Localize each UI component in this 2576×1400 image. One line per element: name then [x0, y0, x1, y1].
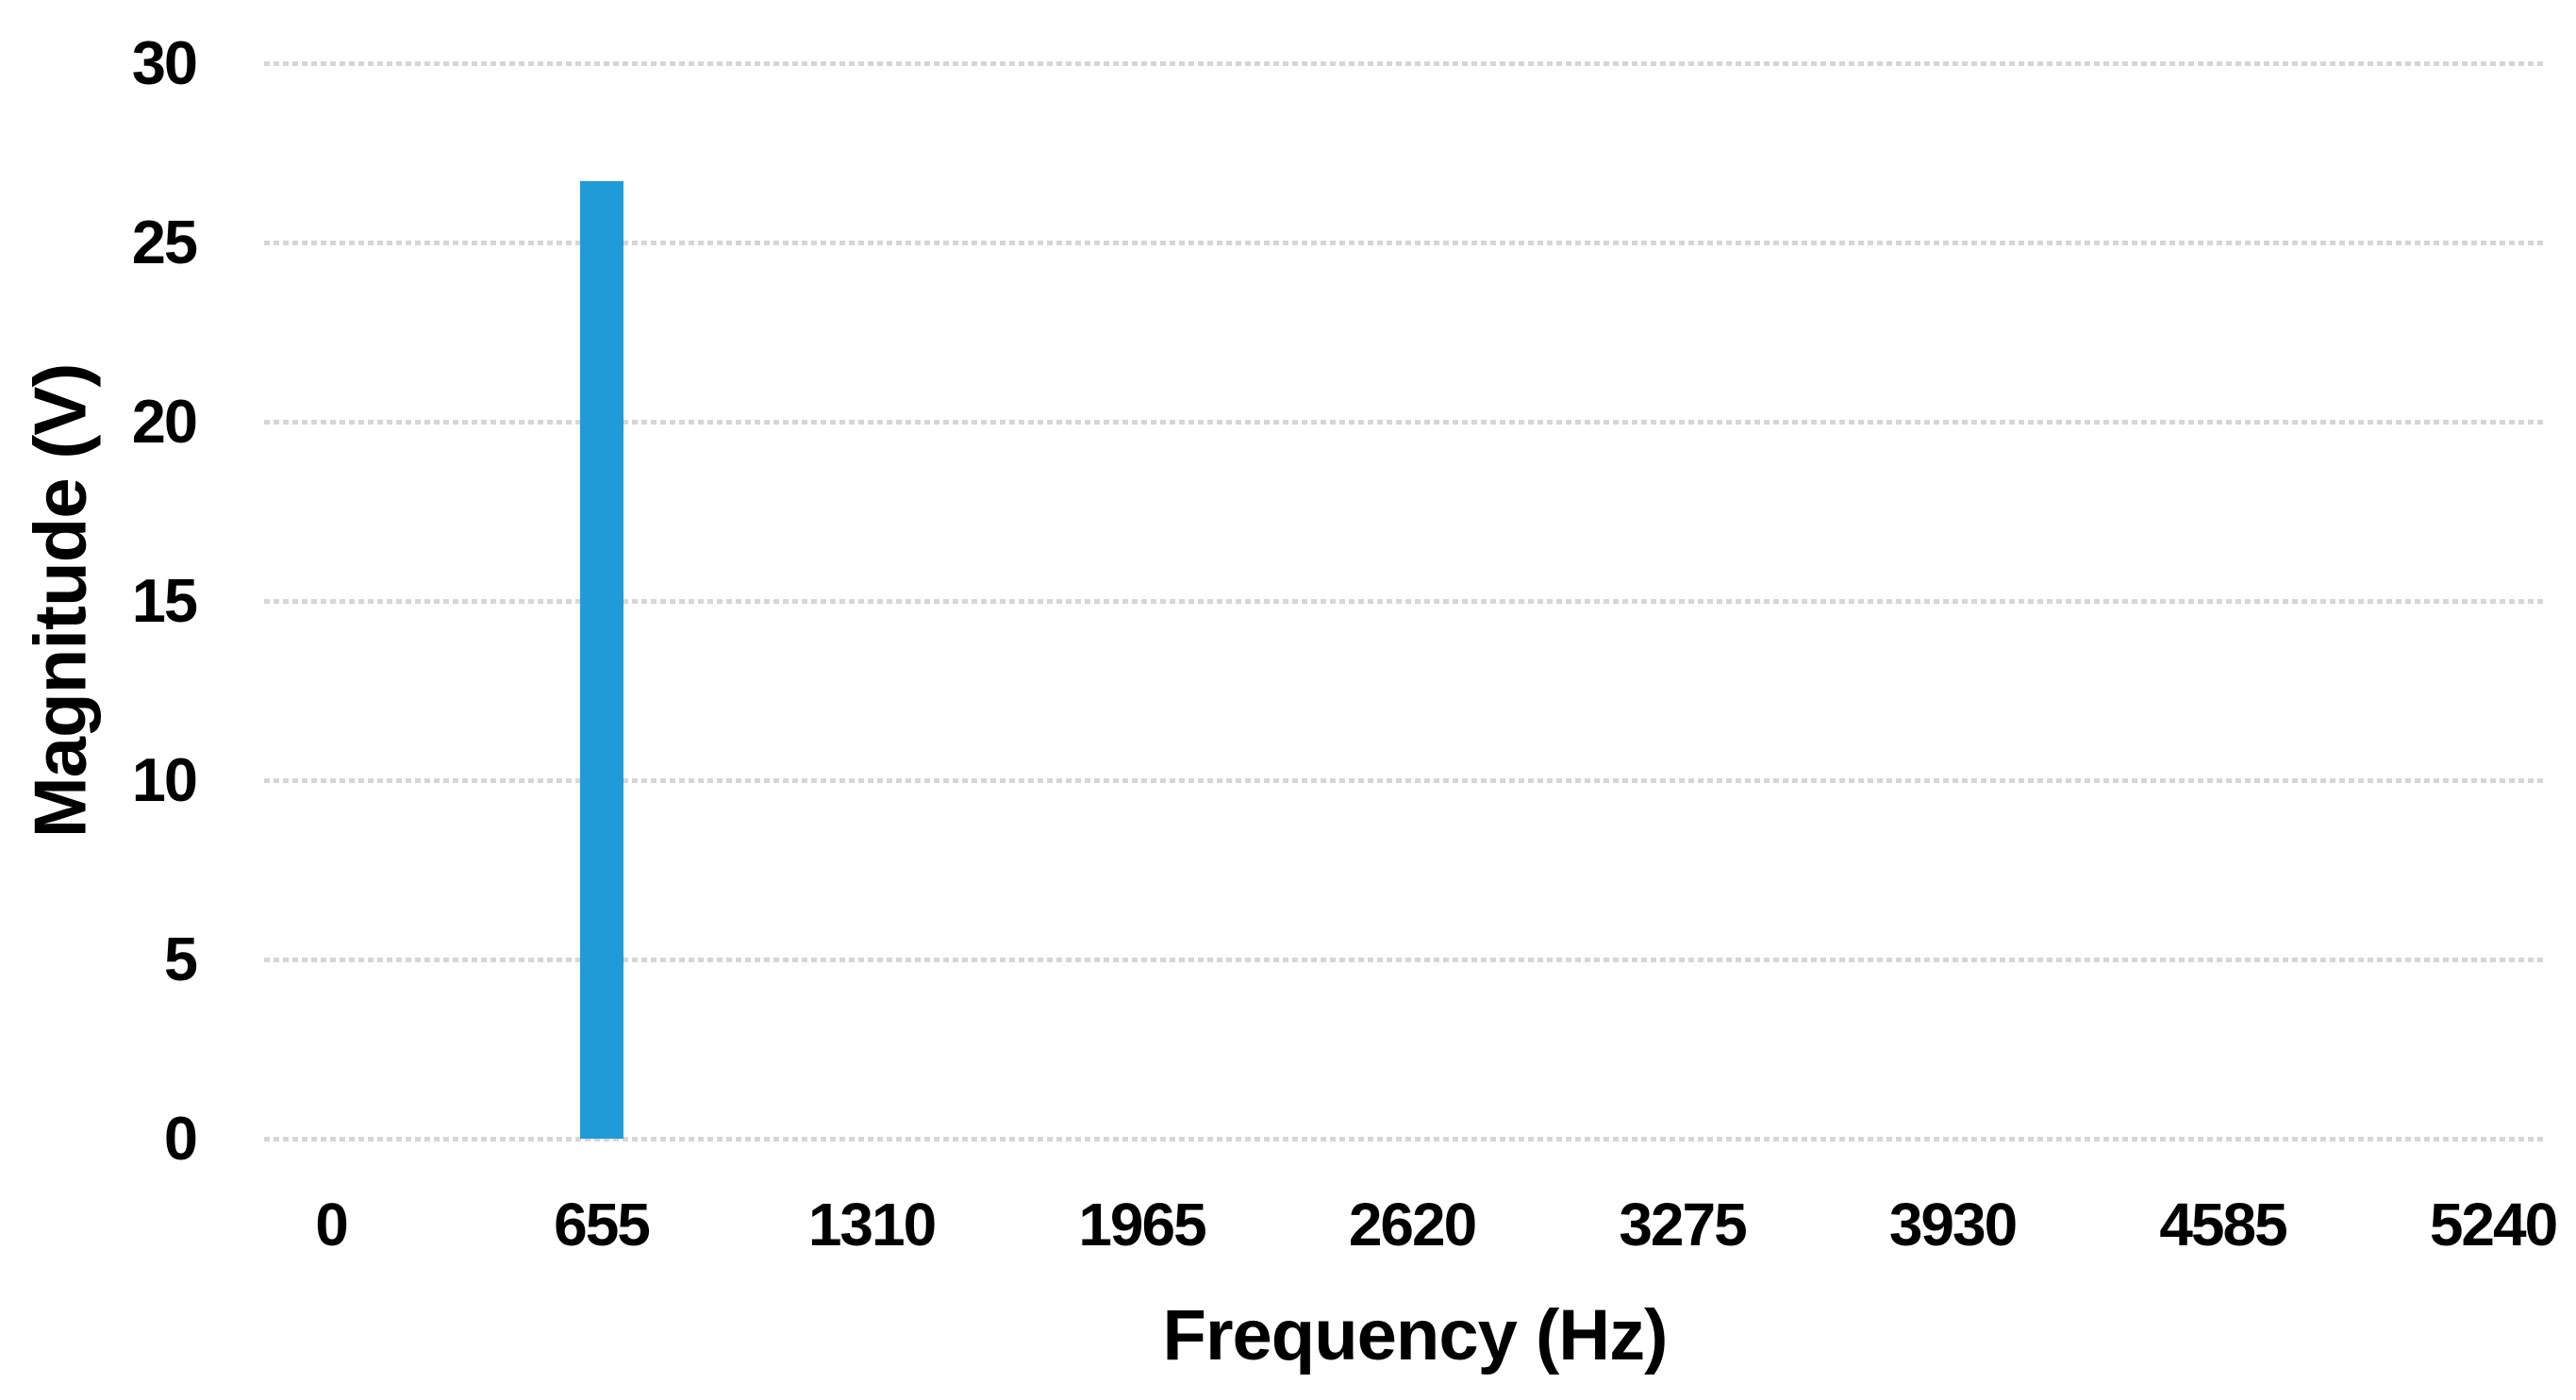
plot-area [264, 61, 2545, 1142]
x-tick-label-0: 0 [315, 1191, 349, 1258]
x-tick-label-1310: 1310 [807, 1191, 937, 1258]
gridline-y-20 [264, 420, 2545, 425]
y-tick-label-30: 30 [131, 28, 198, 97]
y-tick-label-20: 20 [131, 387, 198, 456]
x-tick-label-5240: 5240 [2429, 1191, 2558, 1258]
gridline-y-0 [264, 1137, 2545, 1142]
y-tick-label-15: 15 [131, 566, 198, 635]
gridline-y-10 [264, 778, 2545, 783]
x-axis-title: Frequency (Hz) [1162, 1295, 1669, 1375]
gridline-y-30 [264, 61, 2545, 66]
x-tick-label-4585: 4585 [2159, 1191, 2287, 1258]
x-tick-label-3930: 3930 [1888, 1191, 2018, 1258]
gridline-y-15 [264, 599, 2545, 604]
x-tick-label-1965: 1965 [1078, 1191, 1206, 1258]
bar-655hz [579, 181, 623, 1139]
x-tick-label-655: 655 [554, 1191, 651, 1258]
x-tick-label-2620: 2620 [1348, 1191, 1477, 1258]
y-tick-label-25: 25 [131, 208, 198, 276]
y-tick-label-5: 5 [163, 925, 198, 993]
y-tick-label-10: 10 [131, 745, 198, 814]
y-tick-label-0: 0 [163, 1104, 198, 1173]
gridline-y-25 [264, 241, 2545, 245]
gridline-y-5 [264, 958, 2545, 962]
x-tick-label-3275: 3275 [1619, 1191, 1747, 1258]
